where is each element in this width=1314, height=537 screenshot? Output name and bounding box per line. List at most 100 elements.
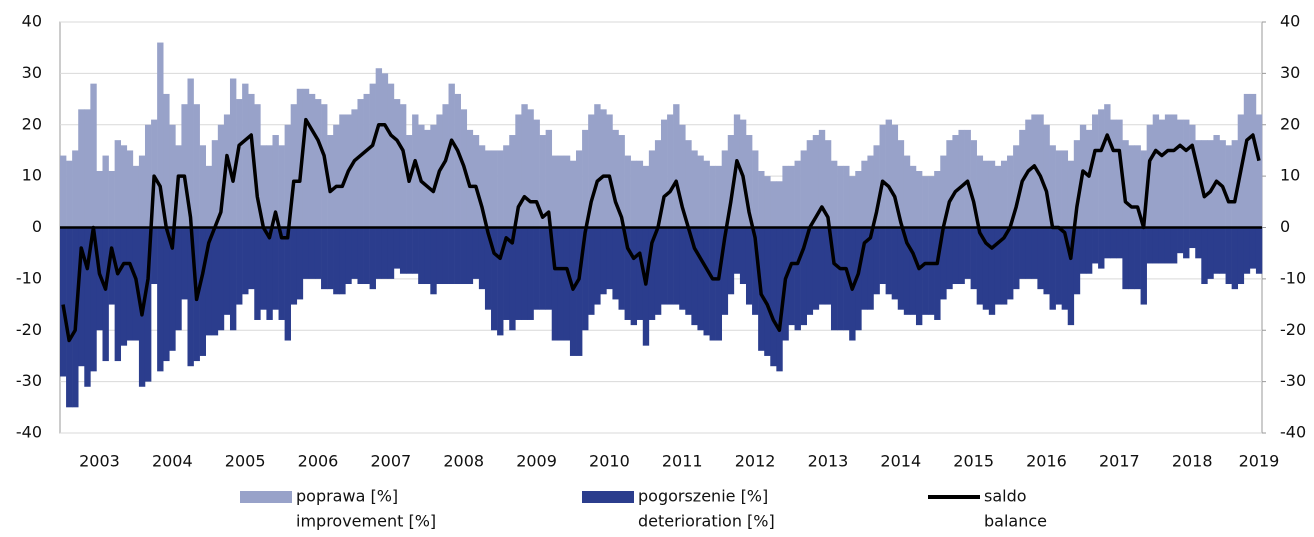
bar: [837, 227, 844, 331]
bar: [163, 227, 170, 362]
bar: [1231, 140, 1239, 228]
bar: [478, 227, 486, 290]
legend-label: pogorszenie [%]: [638, 487, 768, 506]
bar: [594, 104, 601, 228]
y2-tick-label: 40: [1280, 12, 1300, 31]
bar: [964, 129, 971, 228]
y-tick-label: 0: [32, 217, 42, 236]
bar: [242, 227, 249, 295]
bar: [1031, 114, 1038, 228]
bar: [126, 150, 134, 228]
bar: [1067, 227, 1075, 326]
bar: [843, 227, 850, 331]
bar: [345, 227, 352, 285]
bar: [1164, 227, 1172, 264]
bar: [1219, 227, 1226, 274]
bar: [679, 227, 686, 310]
x-tick-label: 2019: [1239, 452, 1280, 471]
bar: [1007, 227, 1014, 300]
bar: [393, 99, 401, 228]
bar: [1000, 160, 1008, 228]
bar: [679, 124, 686, 228]
bar: [1225, 145, 1232, 228]
bar: [588, 227, 595, 315]
bar: [381, 227, 389, 279]
x-tick-label: 2009: [516, 452, 557, 471]
bar: [770, 227, 777, 367]
bar: [266, 227, 273, 320]
bar: [697, 227, 704, 331]
bar: [830, 227, 838, 331]
bar: [1231, 227, 1239, 290]
bar: [715, 165, 723, 228]
bar: [533, 227, 540, 310]
bar: [448, 227, 455, 285]
bar: [940, 227, 947, 300]
bar: [90, 227, 97, 372]
bar: [1201, 140, 1208, 228]
bar: [181, 227, 188, 300]
bar: [314, 227, 322, 279]
bar: [533, 119, 540, 228]
bar: [102, 227, 109, 362]
bar: [1152, 114, 1160, 228]
bar: [1195, 140, 1202, 228]
bar: [794, 227, 801, 331]
bar: [563, 155, 571, 228]
bar: [308, 93, 316, 228]
bar: [466, 129, 474, 228]
bar: [551, 227, 559, 341]
bar: [223, 227, 231, 315]
bar: [648, 227, 656, 320]
bar: [375, 68, 383, 228]
bar: [1195, 227, 1202, 259]
bar: [399, 104, 407, 228]
bar: [1031, 227, 1038, 279]
y-tick-label: 20: [22, 114, 42, 133]
bar: [1189, 124, 1196, 228]
bar: [752, 150, 759, 228]
bar: [915, 170, 923, 228]
bar: [1170, 114, 1178, 228]
bar: [157, 227, 164, 372]
bar: [1183, 227, 1190, 259]
bar: [381, 73, 389, 228]
bar: [1122, 140, 1129, 228]
bar: [594, 227, 601, 305]
y2-tick-label: -40: [1280, 423, 1306, 442]
bar: [849, 176, 856, 228]
bar: [782, 165, 789, 228]
bar: [715, 227, 723, 341]
bar: [569, 227, 577, 356]
bar: [1013, 145, 1020, 228]
x-tick-label: 2006: [298, 452, 339, 471]
bar: [788, 227, 795, 326]
bar: [472, 135, 480, 228]
bar: [114, 140, 122, 228]
bar: [430, 227, 437, 295]
bar: [430, 124, 437, 228]
bar: [187, 78, 194, 228]
bar: [199, 145, 206, 228]
bar: [484, 227, 492, 310]
bar: [60, 227, 67, 377]
bar: [114, 227, 122, 362]
bar: [272, 227, 279, 310]
x-tick-label: 2008: [443, 452, 484, 471]
bar: [1116, 227, 1123, 259]
bar: [1146, 227, 1154, 264]
bar: [1255, 114, 1263, 228]
bar: [818, 129, 826, 228]
bar: [1055, 150, 1062, 228]
x-tick-label: 2015: [953, 452, 994, 471]
bar: [606, 227, 613, 290]
bar: [484, 150, 492, 228]
bar: [703, 160, 710, 228]
bar: [387, 83, 395, 228]
bar: [897, 227, 905, 310]
x-tick-label: 2016: [1026, 452, 1067, 471]
bar: [1092, 227, 1099, 264]
bar: [351, 109, 358, 228]
bar: [636, 160, 644, 228]
